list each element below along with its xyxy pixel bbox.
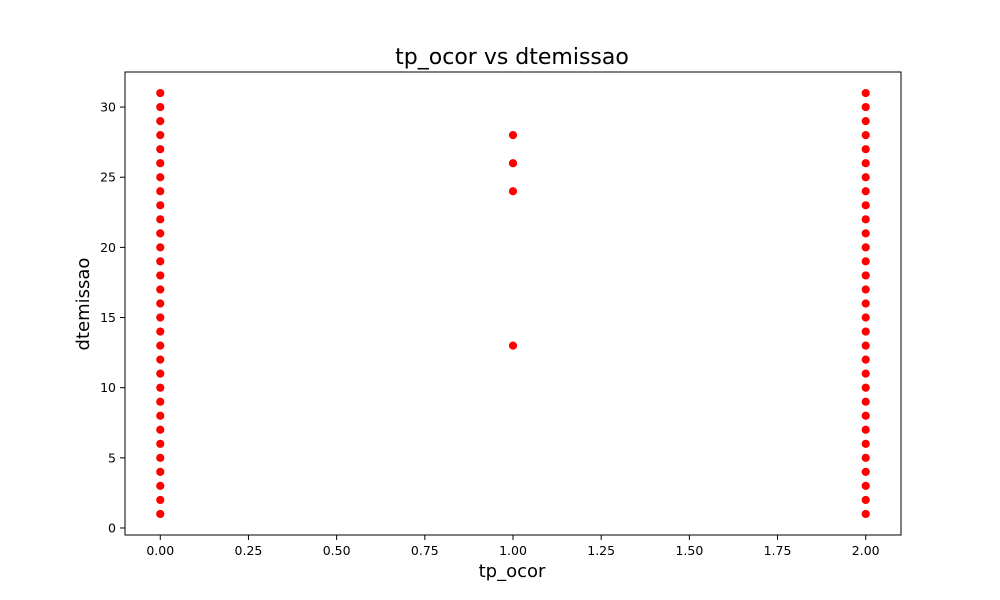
scatter-point <box>155 116 166 127</box>
y-axis-label: dtemissao <box>73 258 94 351</box>
scatter-point <box>860 495 871 505</box>
scatter-point <box>155 144 166 155</box>
scatter-point <box>155 256 166 267</box>
scatter-point <box>155 438 166 449</box>
scatter-point <box>860 270 871 281</box>
scatter-point <box>860 438 871 449</box>
scatter-point <box>155 102 166 112</box>
scatter-point <box>860 509 871 519</box>
y-tick-label: 5 <box>108 450 116 465</box>
scatter-point <box>860 158 871 169</box>
scatter-point <box>155 480 166 491</box>
scatter-point <box>860 144 871 155</box>
scatter-point <box>155 452 166 463</box>
scatter-point <box>155 130 166 141</box>
scatter-point <box>155 172 166 183</box>
scatter-point <box>860 326 871 337</box>
y-tick-label: 25 <box>100 170 116 185</box>
scatter-point <box>155 326 166 337</box>
scatter-point <box>155 242 166 253</box>
scatter-point <box>508 186 518 197</box>
x-axis: 0.00 0.25 0.50 0.75 1.00 1.25 1.50 1.75 2.00 <box>146 535 880 558</box>
y-tick-label: 30 <box>100 100 116 115</box>
scatter-point <box>860 424 871 435</box>
y-tick-label: 0 <box>108 520 116 535</box>
scatter-point <box>860 102 871 112</box>
scatter-point <box>155 382 166 393</box>
scatter-point <box>155 354 166 365</box>
x-tick-label: 0.25 <box>235 543 263 558</box>
scatter-point <box>860 298 871 309</box>
scatter-point <box>860 200 871 211</box>
scatter-point <box>860 284 871 295</box>
scatter-point <box>508 340 518 351</box>
scatter-point <box>155 88 166 98</box>
scatter-point <box>155 214 166 225</box>
x-tick-label: 0.75 <box>411 543 439 558</box>
y-tick-label: 15 <box>100 310 116 325</box>
scatter-point <box>860 256 871 267</box>
scatter-point <box>860 242 871 253</box>
scatter-point <box>155 466 166 477</box>
scatter-point <box>860 130 871 141</box>
scatter-point <box>860 228 871 239</box>
scatter-point <box>860 354 871 365</box>
scatter-points <box>155 88 871 519</box>
y-axis: 0 5 10 15 20 25 30 <box>100 100 125 535</box>
scatter-point <box>860 172 871 183</box>
scatter-point <box>860 312 871 323</box>
scatter-point <box>860 382 871 393</box>
scatter-point <box>155 509 166 519</box>
scatter-point <box>155 368 166 379</box>
x-tick-label: 0.00 <box>146 543 174 558</box>
x-tick-label: 1.00 <box>499 543 527 558</box>
scatter-point <box>860 452 871 463</box>
scatter-point <box>155 200 166 211</box>
scatter-point <box>155 298 166 309</box>
scatter-point <box>155 396 166 407</box>
scatter-point <box>155 228 166 239</box>
scatter-point <box>155 424 166 435</box>
x-tick-label: 1.25 <box>587 543 615 558</box>
scatter-point <box>155 186 166 197</box>
scatter-point <box>155 340 166 351</box>
x-tick-label: 1.50 <box>675 543 703 558</box>
scatter-point <box>860 368 871 379</box>
scatter-point <box>860 396 871 407</box>
scatter-point <box>860 466 871 477</box>
y-tick-label: 20 <box>100 240 116 255</box>
scatter-point <box>860 88 871 98</box>
scatter-point <box>155 158 166 169</box>
scatter-point <box>508 130 518 141</box>
scatter-point <box>860 480 871 491</box>
y-tick-label: 10 <box>100 380 116 395</box>
x-tick-label: 0.50 <box>323 543 351 558</box>
scatter-point <box>155 495 166 505</box>
plot-frame <box>124 71 902 536</box>
x-axis-label: tp_ocor <box>479 561 546 582</box>
scatter-point <box>860 410 871 421</box>
scatter-point <box>155 284 166 295</box>
x-tick-label: 2.00 <box>852 543 880 558</box>
scatter-point <box>155 270 166 281</box>
scatter-point <box>860 340 871 351</box>
scatter-point <box>508 158 518 169</box>
scatter-point <box>860 186 871 197</box>
scatter-point <box>155 410 166 421</box>
scatter-point <box>860 214 871 225</box>
scatter-point <box>155 312 166 323</box>
x-tick-label: 1.75 <box>764 543 792 558</box>
scatter-point <box>860 116 871 127</box>
chart-title: tp_ocor vs dtemissao <box>395 45 629 70</box>
